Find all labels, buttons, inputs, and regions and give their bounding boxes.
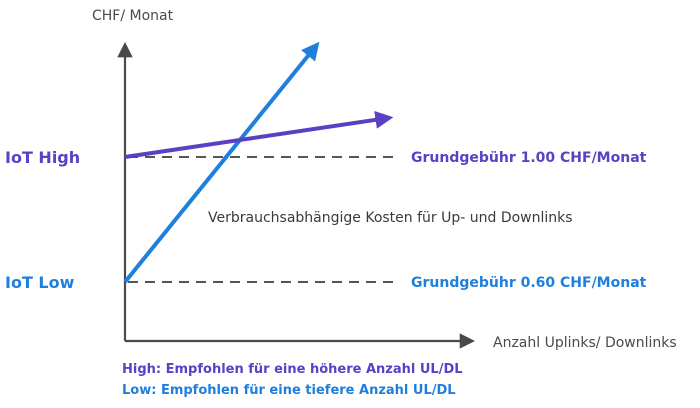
footnote-high: High: Empfohlen für eine höhere Anzahl U… [122, 362, 463, 377]
high-base-fee-label: Grundgebühr 1.00 CHF/Monat [411, 150, 647, 166]
iot-high-label: IoT High [5, 148, 80, 167]
iot-low-label: IoT Low [5, 273, 75, 292]
x-axis-label: Anzahl Uplinks/ Downlinks [493, 335, 677, 351]
low-base-fee-label: Grundgebühr 0.60 CHF/Monat [411, 275, 647, 291]
footnote-low: Low: Empfohlen für eine tiefere Anzahl U… [122, 383, 456, 398]
iot-low-cost-line [123, 41, 320, 284]
iot-high-cost-line [124, 110, 394, 159]
y-axis-label: CHF/ Monat [92, 8, 174, 24]
usage-cost-note: Verbrauchsabhängige Kosten für Up- und D… [208, 210, 573, 226]
